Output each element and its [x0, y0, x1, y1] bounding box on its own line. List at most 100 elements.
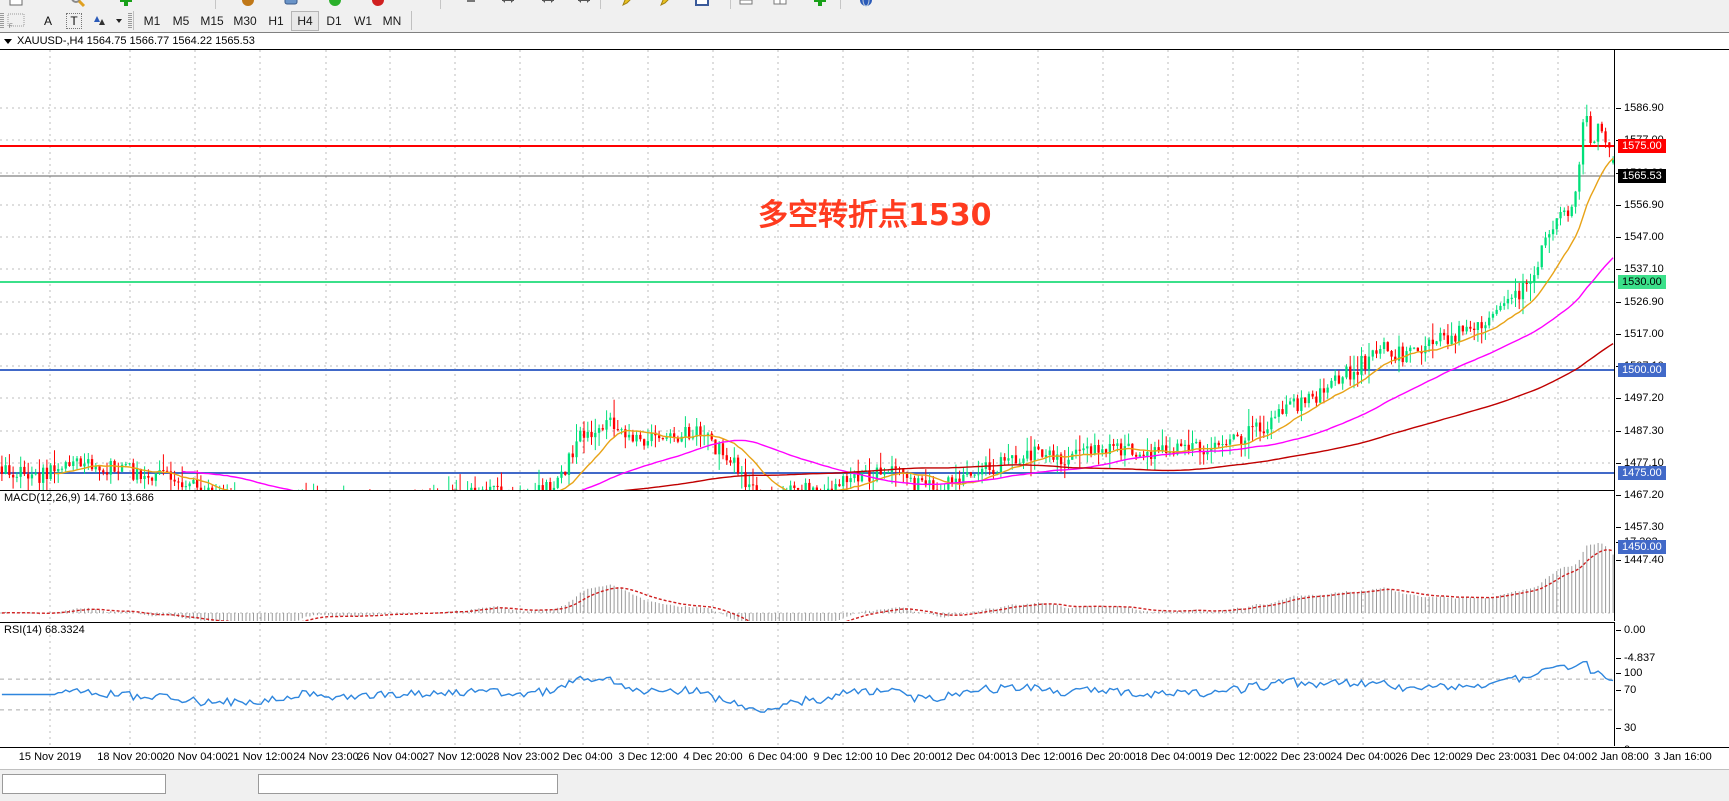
chart-menu-arrow-icon[interactable] — [4, 39, 12, 44]
toolbar-upper-row — [0, 0, 1729, 9]
time-label-4: 24 Nov 23:00 — [293, 751, 358, 763]
price-tick-3: 1556.90 — [1624, 199, 1664, 211]
price-badge-1575[interactable]: 1575.00 — [1618, 139, 1666, 153]
time-label-0: 15 Nov 2019 — [19, 751, 81, 763]
price-tick-6: 1526.90 — [1624, 296, 1664, 308]
time-label-20: 24 Dec 04:00 — [1330, 751, 1395, 763]
pencil-yellow2-icon[interactable] — [658, 0, 674, 8]
rsi-chart-canvas[interactable] — [0, 623, 1615, 746]
price-badge-1500[interactable]: 1500.00 — [1618, 363, 1666, 377]
shapes-dropdown[interactable] — [112, 11, 126, 31]
pie-red-icon[interactable] — [370, 0, 386, 8]
toolbar-separator-1 — [440, 0, 441, 9]
price-badge-current[interactable]: 1565.53 — [1618, 169, 1666, 183]
window-blue-icon[interactable] — [694, 0, 710, 8]
timeframe-w1[interactable]: W1 — [349, 11, 377, 31]
price-badge-1475[interactable]: 1475.00 — [1618, 466, 1666, 480]
time-label-2: 20 Nov 04:00 — [162, 751, 227, 763]
line-chart-icon[interactable] — [283, 0, 299, 8]
macd-label: MACD(12,26,9) 14.760 13.686 — [4, 492, 154, 504]
price-tick-10-tick — [1616, 431, 1621, 432]
bottom-status-bar — [0, 769, 1729, 801]
time-label-5: 26 Nov 04:00 — [357, 751, 422, 763]
price-tick-12: 1467.20 — [1624, 489, 1664, 501]
macd-pane[interactable]: MACD(12,26,9) 14.760 13.686 — [0, 490, 1615, 621]
timeframe-h1[interactable]: H1 — [262, 11, 290, 31]
price-badge-1450[interactable]: 1450.00 — [1618, 540, 1666, 554]
price-tick-5: 1537.10 — [1624, 263, 1664, 275]
new-chart-icon[interactable] — [8, 0, 24, 8]
toolbar-separator-2 — [600, 0, 601, 9]
terminal-tab-left[interactable] — [2, 774, 166, 794]
symbol-ohlc-text: XAUUSD-,H4 1564.75 1566.77 1564.22 1565.… — [17, 35, 255, 47]
pencil-yellow-icon[interactable] — [620, 0, 636, 8]
grid2-icon[interactable] — [772, 0, 788, 8]
timeframe-m1[interactable]: M1 — [138, 11, 166, 31]
time-label-19: 22 Dec 23:00 — [1265, 751, 1330, 763]
timeframe-h4[interactable]: H4 — [291, 11, 319, 31]
price-tick-3-tick — [1616, 205, 1621, 206]
price-badge-1530[interactable]: 1530.00 — [1618, 275, 1666, 289]
magnifier-icon[interactable] — [70, 0, 86, 8]
globe-blue-icon[interactable] — [858, 0, 874, 8]
bar-chart-icon[interactable] — [240, 0, 256, 8]
candle-green-icon[interactable] — [327, 0, 343, 8]
toolbar-separator-4 — [840, 0, 841, 9]
toolbar-separator-3 — [730, 0, 731, 9]
rsi-tick-1: 70 — [1624, 684, 1636, 696]
time-label-9: 3 Dec 12:00 — [618, 751, 677, 763]
price-tick-4-tick — [1616, 237, 1621, 238]
text-box-tool[interactable]: T — [62, 11, 86, 31]
toolbar-grip-1[interactable] — [128, 13, 132, 29]
plus-green-icon[interactable] — [118, 0, 134, 8]
crosshair-tool[interactable]: F — [4, 11, 32, 31]
time-label-24: 2 Jan 08:00 — [1591, 751, 1649, 763]
price-tick-9: 1497.20 — [1624, 392, 1664, 404]
rsi-tick-2-tick — [1616, 728, 1621, 729]
text-label-tool[interactable]: A — [36, 11, 60, 31]
time-label-8: 2 Dec 04:00 — [553, 751, 612, 763]
price-chart-canvas[interactable] — [0, 50, 1615, 497]
plus-green2-icon[interactable] — [812, 0, 828, 8]
timeframe-separator-end — [411, 11, 412, 30]
timeframe-m30[interactable]: M30 — [229, 11, 261, 31]
terminal-tab-right[interactable] — [258, 774, 558, 794]
rsi-tick-0: 100 — [1624, 667, 1642, 679]
align-icon[interactable] — [465, 0, 481, 8]
time-label-12: 9 Dec 12:00 — [813, 751, 872, 763]
timeframe-d1[interactable]: D1 — [320, 11, 348, 31]
symbol-info-bar[interactable]: XAUUSD-,H4 1564.75 1566.77 1564.22 1565.… — [0, 33, 1729, 50]
rsi-tick-0-tick — [1616, 673, 1621, 674]
price-tick-6-tick — [1616, 302, 1621, 303]
time-label-7: 28 Nov 23:00 — [487, 751, 552, 763]
timeframe-mn[interactable]: MN — [378, 11, 406, 31]
price-pane[interactable]: 多空转折点1530 — [0, 50, 1615, 497]
rsi-pane[interactable]: RSI(14) 68.3324 — [0, 622, 1615, 746]
macd-tick-1-tick — [1616, 630, 1621, 631]
time-label-15: 13 Dec 12:00 — [1005, 751, 1070, 763]
price-scale[interactable]: 1586.901577.001566.901556.901547.001537.… — [1616, 50, 1729, 746]
text-box-tool-label: T — [66, 13, 81, 29]
arrow-h2-icon[interactable] — [540, 0, 556, 8]
macd-chart-canvas[interactable] — [0, 491, 1615, 621]
arrow-h-icon[interactable] — [500, 0, 516, 8]
rsi-tick-1-tick — [1616, 690, 1621, 691]
price-tick-4: 1547.00 — [1624, 231, 1664, 243]
time-label-23: 31 Dec 04:00 — [1525, 751, 1590, 763]
price-tick-12-tick — [1616, 495, 1621, 496]
grid-icon[interactable] — [738, 0, 754, 8]
time-label-14: 12 Dec 04:00 — [940, 751, 1005, 763]
time-label-3: 21 Nov 12:00 — [227, 751, 292, 763]
macd-tick-2-tick — [1616, 658, 1621, 659]
price-tick-10: 1487.30 — [1624, 425, 1664, 437]
macd-tick-2: -4.837 — [1624, 652, 1655, 664]
time-label-18: 19 Dec 12:00 — [1200, 751, 1265, 763]
timeframe-separator — [133, 11, 134, 30]
shapes-tool[interactable] — [88, 11, 112, 31]
arrow-h3-icon[interactable] — [576, 0, 592, 8]
timeframe-m5[interactable]: M5 — [167, 11, 195, 31]
price-tick-7-tick — [1616, 334, 1621, 335]
time-label-17: 18 Dec 04:00 — [1135, 751, 1200, 763]
timeframe-m15[interactable]: M15 — [196, 11, 228, 31]
